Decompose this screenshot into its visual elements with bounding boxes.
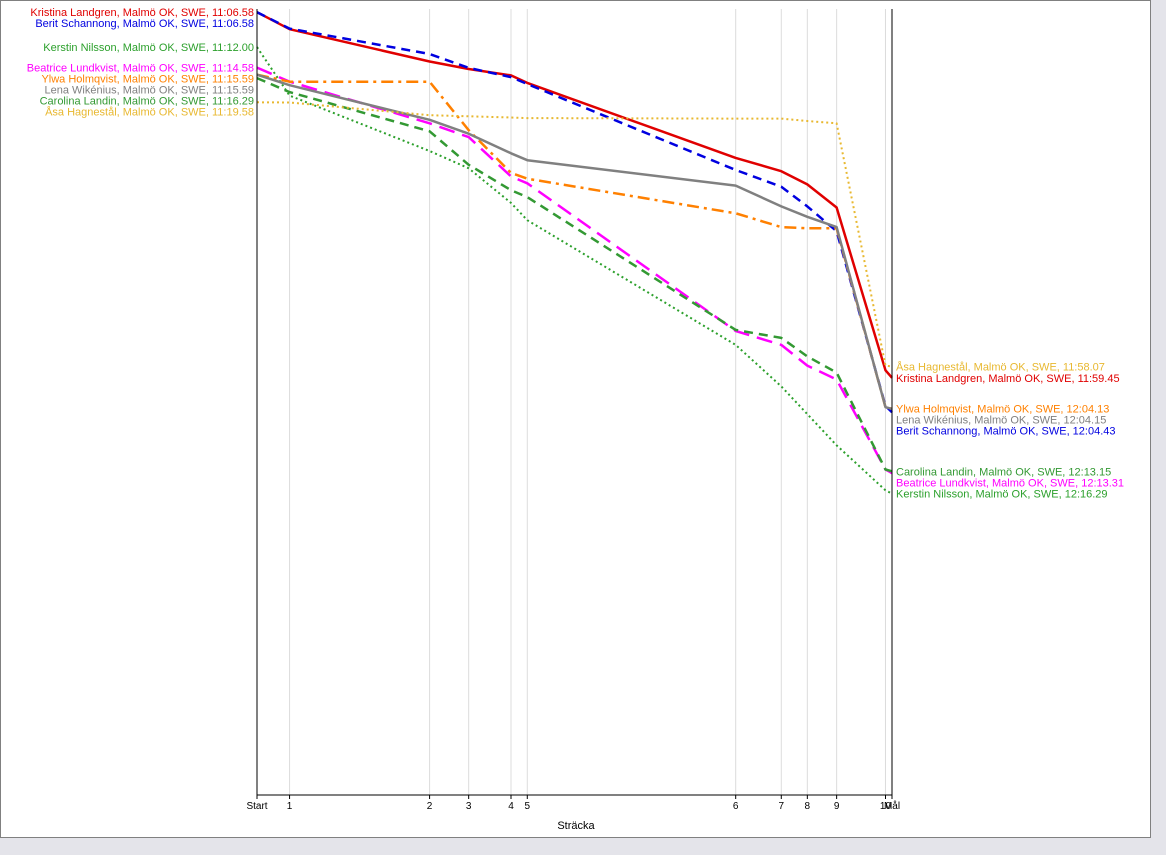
end-label-0: Kristina Landgren, Malmö OK, SWE, 11:59.… [896,373,1120,385]
start-label-5: Lena Wikénius, Malmö OK, SWE, 11:15.59 [45,85,255,97]
start-label-1: Berit Schannong, Malmö OK, SWE, 11:06.58 [35,18,254,30]
axes [256,9,893,796]
end-label-4: Ylwa Holmqvist, Malmö OK, SWE, 12:04.13 [896,404,1109,416]
grid-lines [289,9,886,795]
tick-label-11: Mål [884,800,900,812]
tick-label-0: Start [246,801,267,812]
tick-label-3: 3 [466,801,472,812]
end-label-5: Lena Wikénius, Malmö OK, SWE, 12:04.15 [896,415,1106,427]
start-label-6: Carolina Landin, Malmö OK, SWE, 11:16.29 [40,96,254,108]
series-line-6 [256,76,893,473]
series-lines [256,11,893,495]
tick-label-5: 5 [525,801,531,812]
end-label-3: Beatrice Lundkvist, Malmö OK, SWE, 12:13… [896,477,1124,489]
chart-frame: Start 1 2 3 4 5 6 7 8 9 10 Mål Kristina Landgren, M… [0,0,1151,838]
x-axis-label: Sträcka [557,820,595,832]
series-line-7 [256,101,893,368]
tick-label-2: 2 [427,801,433,812]
tick-label-10: 10 [880,801,892,812]
end-label-2: Kerstin Nilsson, Malmö OK, SWE, 12:16.29 [896,489,1108,501]
end-label-1: Berit Schannong, Malmö OK, SWE, 12:04.43 [896,426,1116,438]
tick-label-1: 1 [287,801,293,812]
tick-label-8: 8 [805,801,811,812]
series-line-4 [256,73,893,410]
start-label-2: Kerstin Nilsson, Malmö OK, SWE, 11:12.00 [43,42,254,54]
series-line-5 [256,73,893,411]
series-line-2 [256,46,893,495]
start-label-4: Ylwa Holmqvist, Malmö OK, SWE, 11:15.59 [41,74,254,86]
start-label-0: Kristina Landgren, Malmö OK, SWE, 11:06.… [30,7,254,19]
end-labels: Åsa Hagnestål, Malmö OK, SWE, 11:58.07Kr… [896,360,1124,500]
tick-label-9: 9 [834,801,840,812]
series-line-1 [256,11,893,414]
series-line-0 [256,11,893,379]
tick-label-7: 7 [779,801,785,812]
start-label-3: Beatrice Lundkvist, Malmö OK, SWE, 11:14… [27,63,254,75]
start-label-7: Åsa Hagnestål, Malmö OK, SWE, 11:19.58 [45,106,254,119]
tick-label-6: 6 [733,801,739,812]
end-label-7: Åsa Hagnestål, Malmö OK, SWE, 11:58.07 [896,360,1105,373]
start-labels: Kristina Landgren, Malmö OK, SWE, 11:06.… [27,7,254,118]
series-line-3 [256,66,893,475]
tick-label-4: 4 [508,801,514,812]
end-label-6: Carolina Landin, Malmö OK, SWE, 12:13.15 [896,466,1111,478]
